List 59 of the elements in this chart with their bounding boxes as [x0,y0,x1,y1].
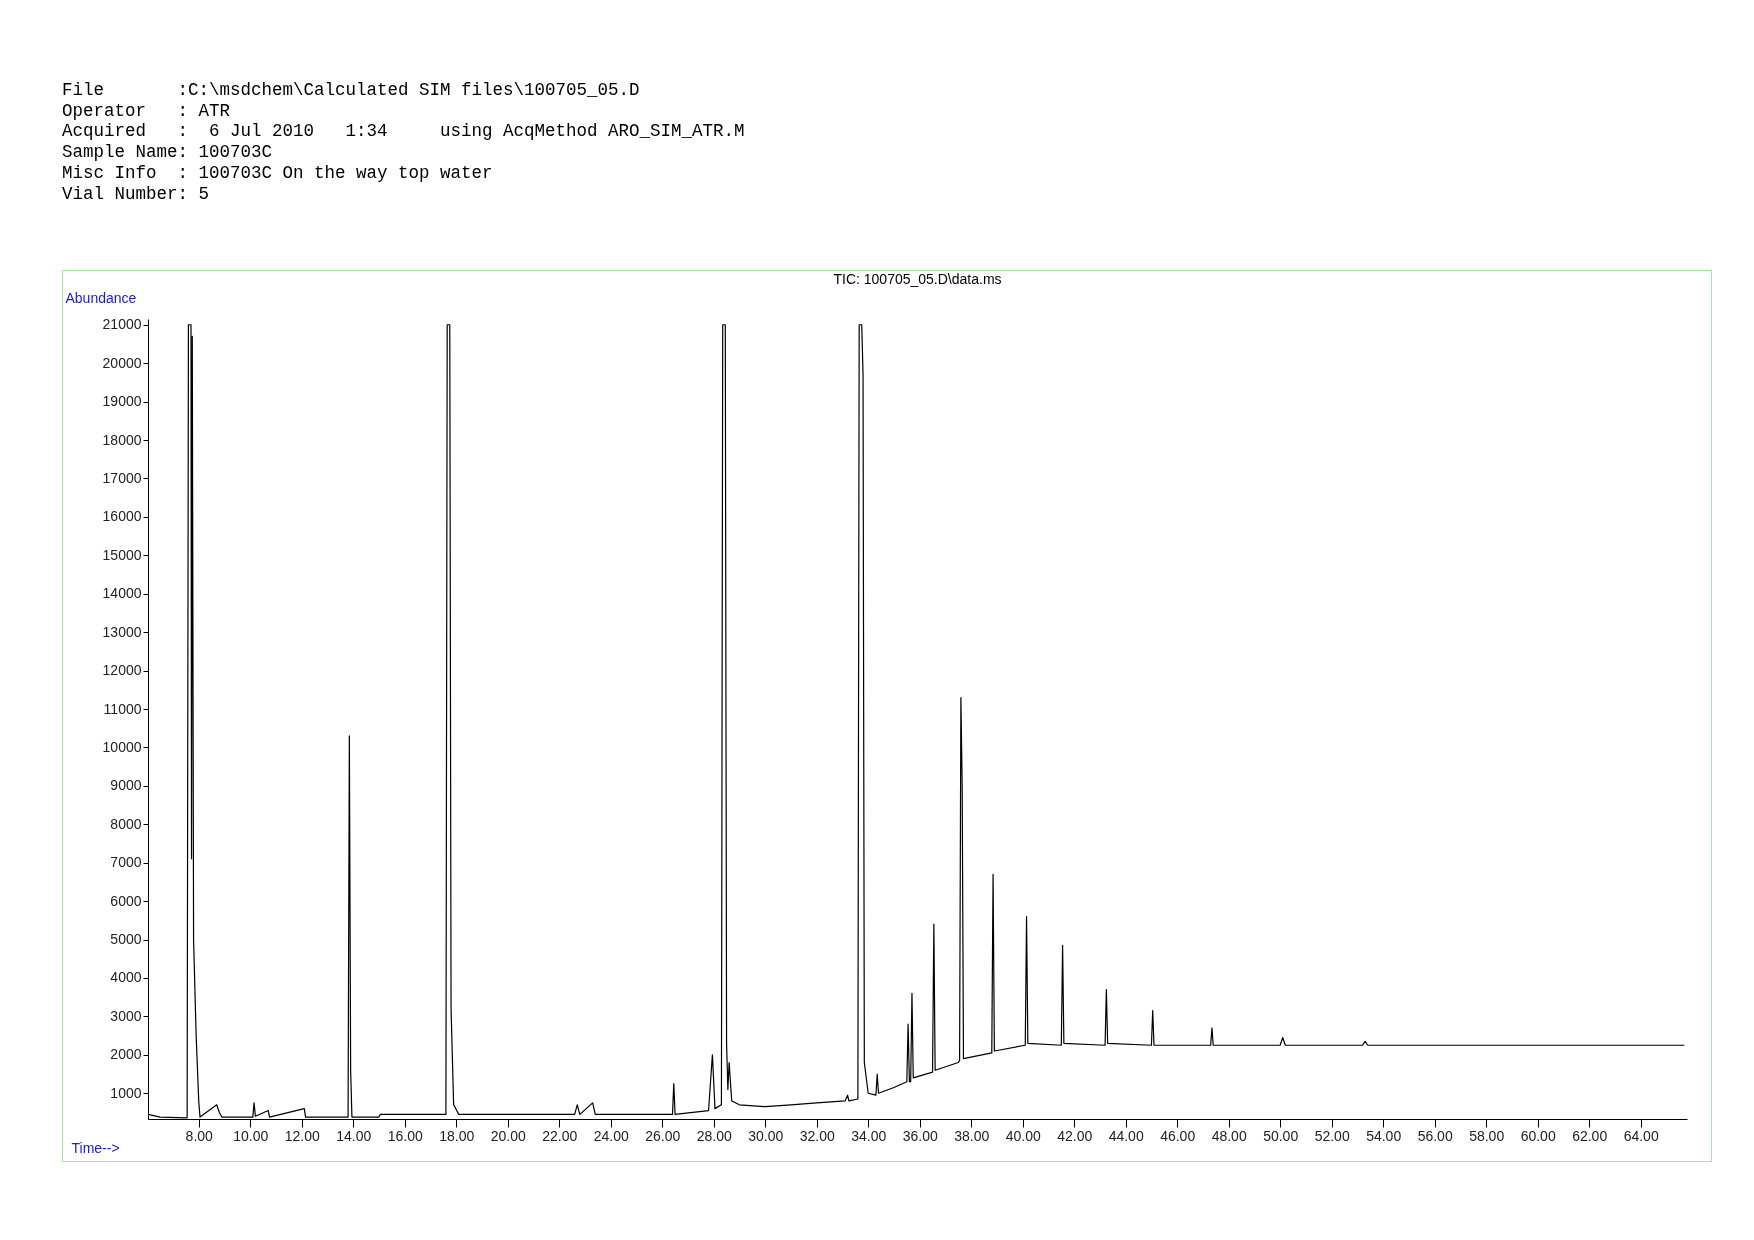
x-tick-label: 54.00 [1366,1127,1402,1144]
y-tick-label: 9000 [110,777,142,794]
x-tick-label: 28.00 [696,1127,732,1144]
y-tick-label: 13000 [102,623,142,640]
y-tick-label: 8000 [110,815,142,832]
text: Sample Name: 100703C [62,142,274,163]
y-tick-label: 14000 [102,585,142,602]
x-tick-label: 16.00 [387,1127,423,1144]
y-tick-label: 2000 [110,1046,142,1063]
x-tick-label: 22.00 [542,1127,578,1144]
chart-title: TIC: 100705_05.D\data.ms [833,271,1002,287]
x-tick-label: 8.00 [185,1127,214,1144]
y-tick-label: 12000 [102,662,142,679]
y-tick-label: 16000 [102,508,142,525]
x-tick-label: 46.00 [1160,1127,1196,1144]
x-tick-label: 48.00 [1211,1127,1247,1144]
y-tick-label: 21000 [102,316,142,333]
y-tick-label: 15000 [102,546,142,563]
x-tick-label: 60.00 [1520,1127,1556,1144]
text: Acquired : 6 Jul 2010 1:34 using AcqMethod ARO_SIM_ATR.M [62,121,745,143]
y-tick-label: 3000 [110,1007,142,1024]
x-tick-label: 24.00 [593,1127,629,1144]
x-tick-label: 20.00 [490,1127,526,1144]
x-tick-label: 18.00 [439,1127,475,1144]
text: Operator : ATR [62,100,232,122]
x-tick-label: 14.00 [336,1127,372,1144]
x-tick-label: 12.00 [284,1127,320,1144]
text: Vial Number: 5 [62,183,211,205]
text: File :C:\msdchem\Calculated SIM files\100705_05.D [62,80,641,101]
y-tick-label: 11000 [103,700,142,717]
x-tick-label: 52.00 [1314,1127,1350,1144]
text: Misc Info : 100703C On the way top water [62,162,494,184]
x-tick-label: 10.00 [233,1127,269,1144]
y-tick-label: 1000 [110,1084,142,1101]
y-axis-title: Abundance [65,289,137,306]
y-tick-label: 4000 [110,969,142,986]
y-tick-label: 5000 [110,931,142,948]
x-tick-label: 44.00 [1108,1127,1144,1144]
x-axis-title: Time--> [71,1139,120,1156]
x-tick-label: 32.00 [799,1127,835,1144]
x-tick-label: 56.00 [1417,1127,1453,1144]
x-tick-label: 40.00 [1005,1127,1041,1144]
x-tick-label: 30.00 [748,1127,784,1144]
x-tick-label: 50.00 [1263,1127,1299,1144]
x-tick-label: 34.00 [851,1127,887,1144]
y-tick-label: 6000 [110,892,142,909]
x-tick-label: 62.00 [1572,1127,1608,1144]
x-tick-label: 26.00 [645,1127,681,1144]
x-tick-label: 64.00 [1623,1127,1659,1144]
y-tick-label: 18000 [102,431,142,448]
x-tick-label: 36.00 [902,1127,938,1144]
y-tick-label: 10000 [102,738,142,755]
y-tick-label: 7000 [110,854,142,871]
x-tick-label: 38.00 [954,1127,990,1144]
x-tick-label: 42.00 [1057,1127,1093,1144]
y-tick-label: 19000 [102,393,142,410]
y-tick-label: 20000 [102,354,142,371]
y-tick-label: 17000 [102,469,142,486]
x-tick-label: 58.00 [1469,1127,1505,1144]
